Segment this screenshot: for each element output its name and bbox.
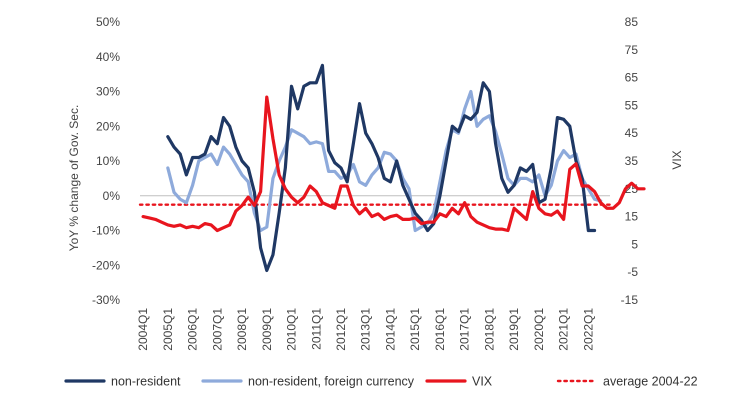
- x-tick-label: 2004Q1: [136, 308, 150, 351]
- left-tick-label: 10%: [96, 154, 120, 168]
- right-tick-label: 75: [625, 43, 639, 57]
- right-tick-label: 5: [631, 237, 638, 251]
- x-tick-label: 2014Q1: [383, 308, 397, 351]
- x-tick-label: 2021Q1: [557, 308, 571, 351]
- legend-label: non-resident: [111, 375, 181, 389]
- series-non-resident: [166, 63, 597, 273]
- x-tick-label: 2007Q1: [210, 308, 224, 351]
- left-tick-label: 0%: [103, 189, 121, 203]
- left-tick-label: 30%: [96, 85, 120, 99]
- series-lines: [138, 63, 646, 273]
- x-tick-label: 2018Q1: [482, 308, 496, 351]
- x-tick-label: 2015Q1: [408, 308, 422, 351]
- x-tick-label: 2009Q1: [260, 308, 274, 351]
- left-tick-label: -10%: [92, 224, 120, 238]
- right-axis-title: VIX: [670, 150, 684, 169]
- x-tick-label: 2012Q1: [334, 308, 348, 351]
- x-tick-label: 2017Q1: [458, 308, 472, 351]
- left-axis-ticks: 50% 40% 30% 20% 10% 0% -10% -20% -30%: [92, 15, 120, 307]
- left-tick-label: 20%: [96, 119, 120, 133]
- right-tick-label: 15: [625, 210, 639, 224]
- legend-label: average 2004-22: [603, 375, 698, 389]
- left-tick-label: -30%: [92, 293, 120, 307]
- legend-label: VIX: [472, 375, 493, 389]
- series-non-resident-foreign-currency: [166, 89, 603, 233]
- right-tick-label: 65: [625, 71, 639, 85]
- right-tick-label: -5: [627, 265, 638, 279]
- x-tick-label: 2005Q1: [161, 308, 175, 351]
- series-vix: [141, 95, 646, 233]
- legend: non-resident non-resident, foreign curren…: [64, 375, 698, 389]
- left-tick-label: -20%: [92, 258, 120, 272]
- x-tick-label: 2008Q1: [235, 308, 249, 351]
- legend-label: non-resident, foreign currency: [248, 375, 415, 389]
- left-axis-title: YoY % change of Gov. Sec.: [67, 105, 81, 252]
- x-tick-label: 2010Q1: [285, 308, 299, 351]
- x-tick-label: 2006Q1: [186, 308, 200, 351]
- right-tick-label: 45: [625, 126, 639, 140]
- right-tick-label: 35: [625, 154, 639, 168]
- x-axis-ticks: 2004Q1 2005Q1 2006Q1 2007Q1 2008Q1 2009Q1 2010…: [136, 308, 595, 351]
- x-tick-label: 2019Q1: [507, 308, 521, 351]
- right-tick-label: 55: [625, 98, 639, 112]
- right-tick-label: -15: [621, 293, 639, 307]
- x-tick-label: 2020Q1: [532, 308, 546, 351]
- legend-item-average-2004-22: average 2004-22: [556, 375, 698, 389]
- legend-item-non-resident: non-resident: [64, 375, 181, 389]
- left-tick-label: 40%: [96, 50, 120, 64]
- x-tick-label: 2011Q1: [309, 308, 323, 350]
- legend-item-vix: VIX: [425, 375, 493, 389]
- legend-item-non-resident-foreign-currency: non-resident, foreign currency: [201, 375, 415, 389]
- right-tick-label: 85: [625, 15, 639, 29]
- x-tick-label: 2013Q1: [359, 308, 373, 351]
- x-tick-label: 2016Q1: [433, 308, 447, 351]
- left-tick-label: 50%: [96, 15, 120, 29]
- x-tick-label: 2022Q1: [581, 308, 595, 351]
